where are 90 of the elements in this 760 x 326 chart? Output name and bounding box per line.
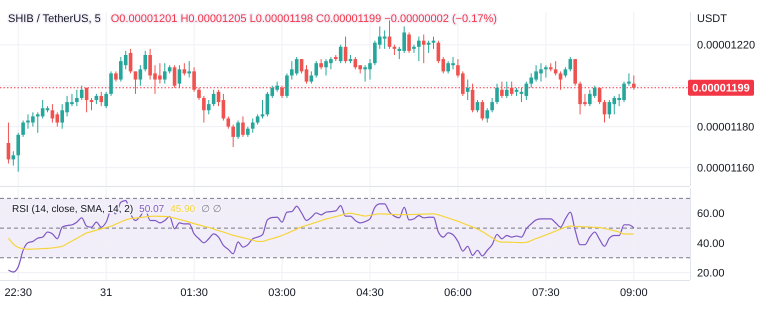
y-tick-label: 60.00 [697, 208, 725, 220]
annotation: ∅ ∅ [201, 204, 222, 215]
candlestick [544, 64, 548, 78]
candlestick [241, 116, 245, 138]
candlestick [319, 58, 323, 70]
candlestick [231, 124, 235, 148]
x-tick-label: 22:30 [4, 287, 32, 299]
y-tick-label: 0.00001220 [697, 40, 756, 52]
candlestick [114, 70, 118, 82]
candlestick [236, 120, 240, 140]
y-tick-label: 20.00 [697, 267, 725, 280]
candlestick [212, 89, 216, 107]
candlestick [598, 87, 602, 105]
candlestick [206, 100, 211, 115]
candlestick [422, 34, 426, 64]
candlestick [602, 100, 606, 124]
candlestick [134, 70, 138, 94]
candlestick [90, 97, 94, 111]
candlestick [485, 108, 490, 124]
candlestick [285, 72, 289, 98]
candlestick [104, 91, 108, 109]
x-tick-label: 01:30 [180, 287, 208, 299]
candlestick [314, 60, 318, 78]
candlestick [490, 97, 494, 113]
candlestick [432, 36, 436, 50]
x-tick-label: 06:00 [444, 287, 472, 299]
candlestick [12, 150, 16, 166]
candlestick [16, 132, 20, 172]
candlestick [627, 72, 631, 86]
candlestick [99, 91, 104, 107]
candlestick [109, 70, 113, 96]
candlestick [466, 79, 470, 101]
y-tick-label: 0.00001160 [697, 162, 754, 174]
chart-subtitle: O0.00001201 H0.00001205 L0.00001198 C0.00001199 −0.00000002 (−0.17%) [110, 13, 497, 25]
candlestick [470, 83, 474, 113]
candlestick [495, 83, 499, 105]
line-series [8, 212, 634, 250]
y-tick-label: 40.00 [697, 238, 725, 250]
candlestick [417, 36, 421, 62]
x-tick-label: 03:00 [268, 287, 296, 299]
candlestick [94, 93, 98, 105]
x-tick-label: 09:00 [620, 287, 648, 299]
line-series [8, 200, 634, 273]
candlestick [310, 70, 314, 84]
candlestick [280, 85, 284, 98]
candlestick [510, 81, 514, 96]
y-axis-title: USDT [697, 13, 728, 25]
candlestick [568, 56, 572, 72]
annotation: 50.07 [139, 204, 165, 215]
candlestick [182, 62, 186, 76]
candlestick [162, 62, 167, 84]
candlestick [500, 81, 504, 98]
candlestick [143, 50, 148, 72]
candlestick [84, 87, 88, 113]
chart-title: SHIB / TetherUS, 5 [8, 13, 101, 25]
candlestick [554, 60, 558, 76]
x-tick-label: 04:30 [356, 287, 384, 299]
candlestick [504, 81, 509, 98]
candlestick [187, 60, 192, 78]
candlestick [338, 44, 342, 64]
candlestick [75, 89, 79, 107]
x-tick-label: 31 [100, 287, 112, 299]
candlestick [256, 114, 260, 126]
candlestick [202, 95, 206, 124]
candlestick [260, 100, 264, 119]
candlestick [564, 66, 568, 78]
y-tick-label: 0.00001180 [697, 121, 754, 134]
ref-line-label: 0.00001199 [692, 82, 750, 95]
candlestick [246, 126, 250, 138]
candlestick [128, 48, 132, 74]
candlestick [138, 64, 142, 86]
candlestick [632, 74, 636, 90]
candlestick [250, 118, 255, 134]
candlestick [226, 116, 230, 130]
candlestick [407, 32, 411, 54]
candlestick [6, 122, 10, 164]
candlestick [172, 64, 176, 88]
candlestick [392, 44, 396, 56]
candlestick [80, 85, 84, 101]
candlestick [344, 36, 348, 64]
candlestick [426, 40, 430, 54]
candlestick [480, 100, 484, 121]
candlestick [21, 120, 25, 138]
candlestick [192, 66, 196, 92]
candlestick [178, 64, 182, 88]
annotation: 45.90 [170, 204, 196, 215]
candlestick [476, 100, 480, 113]
candlestick [558, 70, 562, 90]
candlestick [197, 87, 201, 101]
x-tick-label: 07:30 [532, 287, 560, 299]
